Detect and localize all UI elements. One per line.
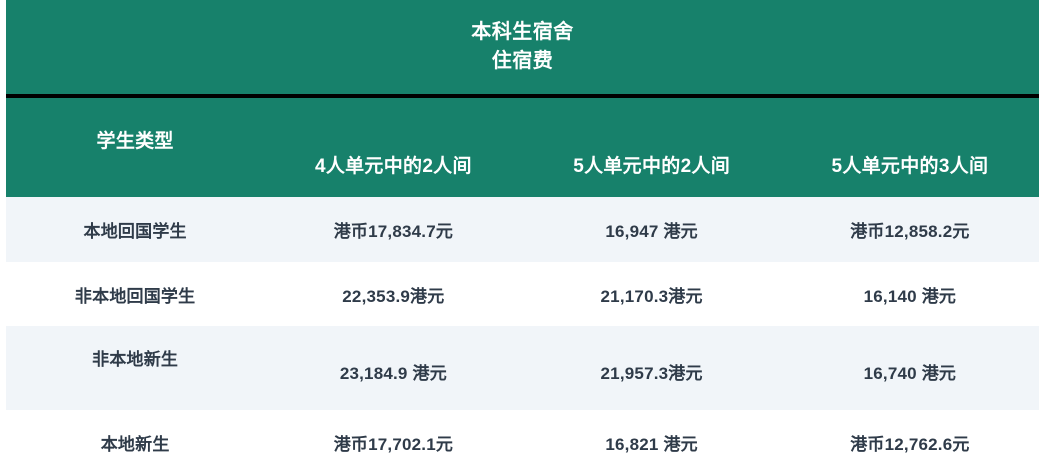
fee-cell: 21,170.3港元 <box>600 286 703 306</box>
row-label: 非本地回国学生 <box>74 286 196 306</box>
fee-cell: 港币12,858.2元 <box>850 222 970 241</box>
table-subtitle: 住宿费 <box>491 50 554 72</box>
table-title-block: 本科生宿舍 住宿费 <box>6 0 1039 94</box>
dormitory-fee-table: 本科生宿舍 住宿费 学生类型 4人单元中的2人间 5人单元中的2人间 5人单元中… <box>6 0 1039 471</box>
fee-cell: 16,947 港元 <box>605 222 698 241</box>
row-label: 非本地新生 <box>92 349 179 369</box>
column-header-2p-of-4unit: 4人单元中的2人间 <box>314 156 472 177</box>
title-divider <box>6 94 1039 98</box>
fee-cell: 16,821 港元 <box>605 434 698 454</box>
column-header-row: 学生类型 4人单元中的2人间 5人单元中的2人间 5人单元中的3人间 <box>6 98 1039 197</box>
row-label: 本地回国学生 <box>83 222 187 241</box>
fee-cell: 港币17,702.1元 <box>333 434 454 454</box>
table-title: 本科生宿舍 <box>471 21 574 43</box>
fee-cell: 16,740 港元 <box>863 363 957 383</box>
fee-cell: 22,353.9港元 <box>342 286 445 306</box>
table-row: 非本地新生 23,184.9 港元 21,957.3港元 16,740 港元 <box>6 326 1039 410</box>
fee-cell: 23,184.9 港元 <box>339 363 447 383</box>
row-label: 本地新生 <box>100 434 170 454</box>
table-row: 本地回国学生 港币17,834.7元 16,947 港元 港币12,858.2元 <box>6 197 1039 262</box>
fee-cell: 港币17,834.7元 <box>333 222 454 241</box>
column-header-3p-of-5unit: 5人单元中的3人间 <box>831 156 989 177</box>
fee-cell: 21,957.3港元 <box>600 363 703 383</box>
table-row: 非本地回国学生 22,353.9港元 21,170.3港元 16,140 港元 <box>6 262 1039 326</box>
table-row: 本地新生 港币17,702.1元 16,821 港元 港币12,762.6元 <box>6 410 1039 471</box>
column-header-2p-of-5unit: 5人单元中的2人间 <box>573 156 731 177</box>
column-header-student-type: 学生类型 <box>96 131 174 152</box>
fee-cell: 港币12,762.6元 <box>850 434 970 454</box>
fee-cell: 16,140 港元 <box>863 286 957 306</box>
